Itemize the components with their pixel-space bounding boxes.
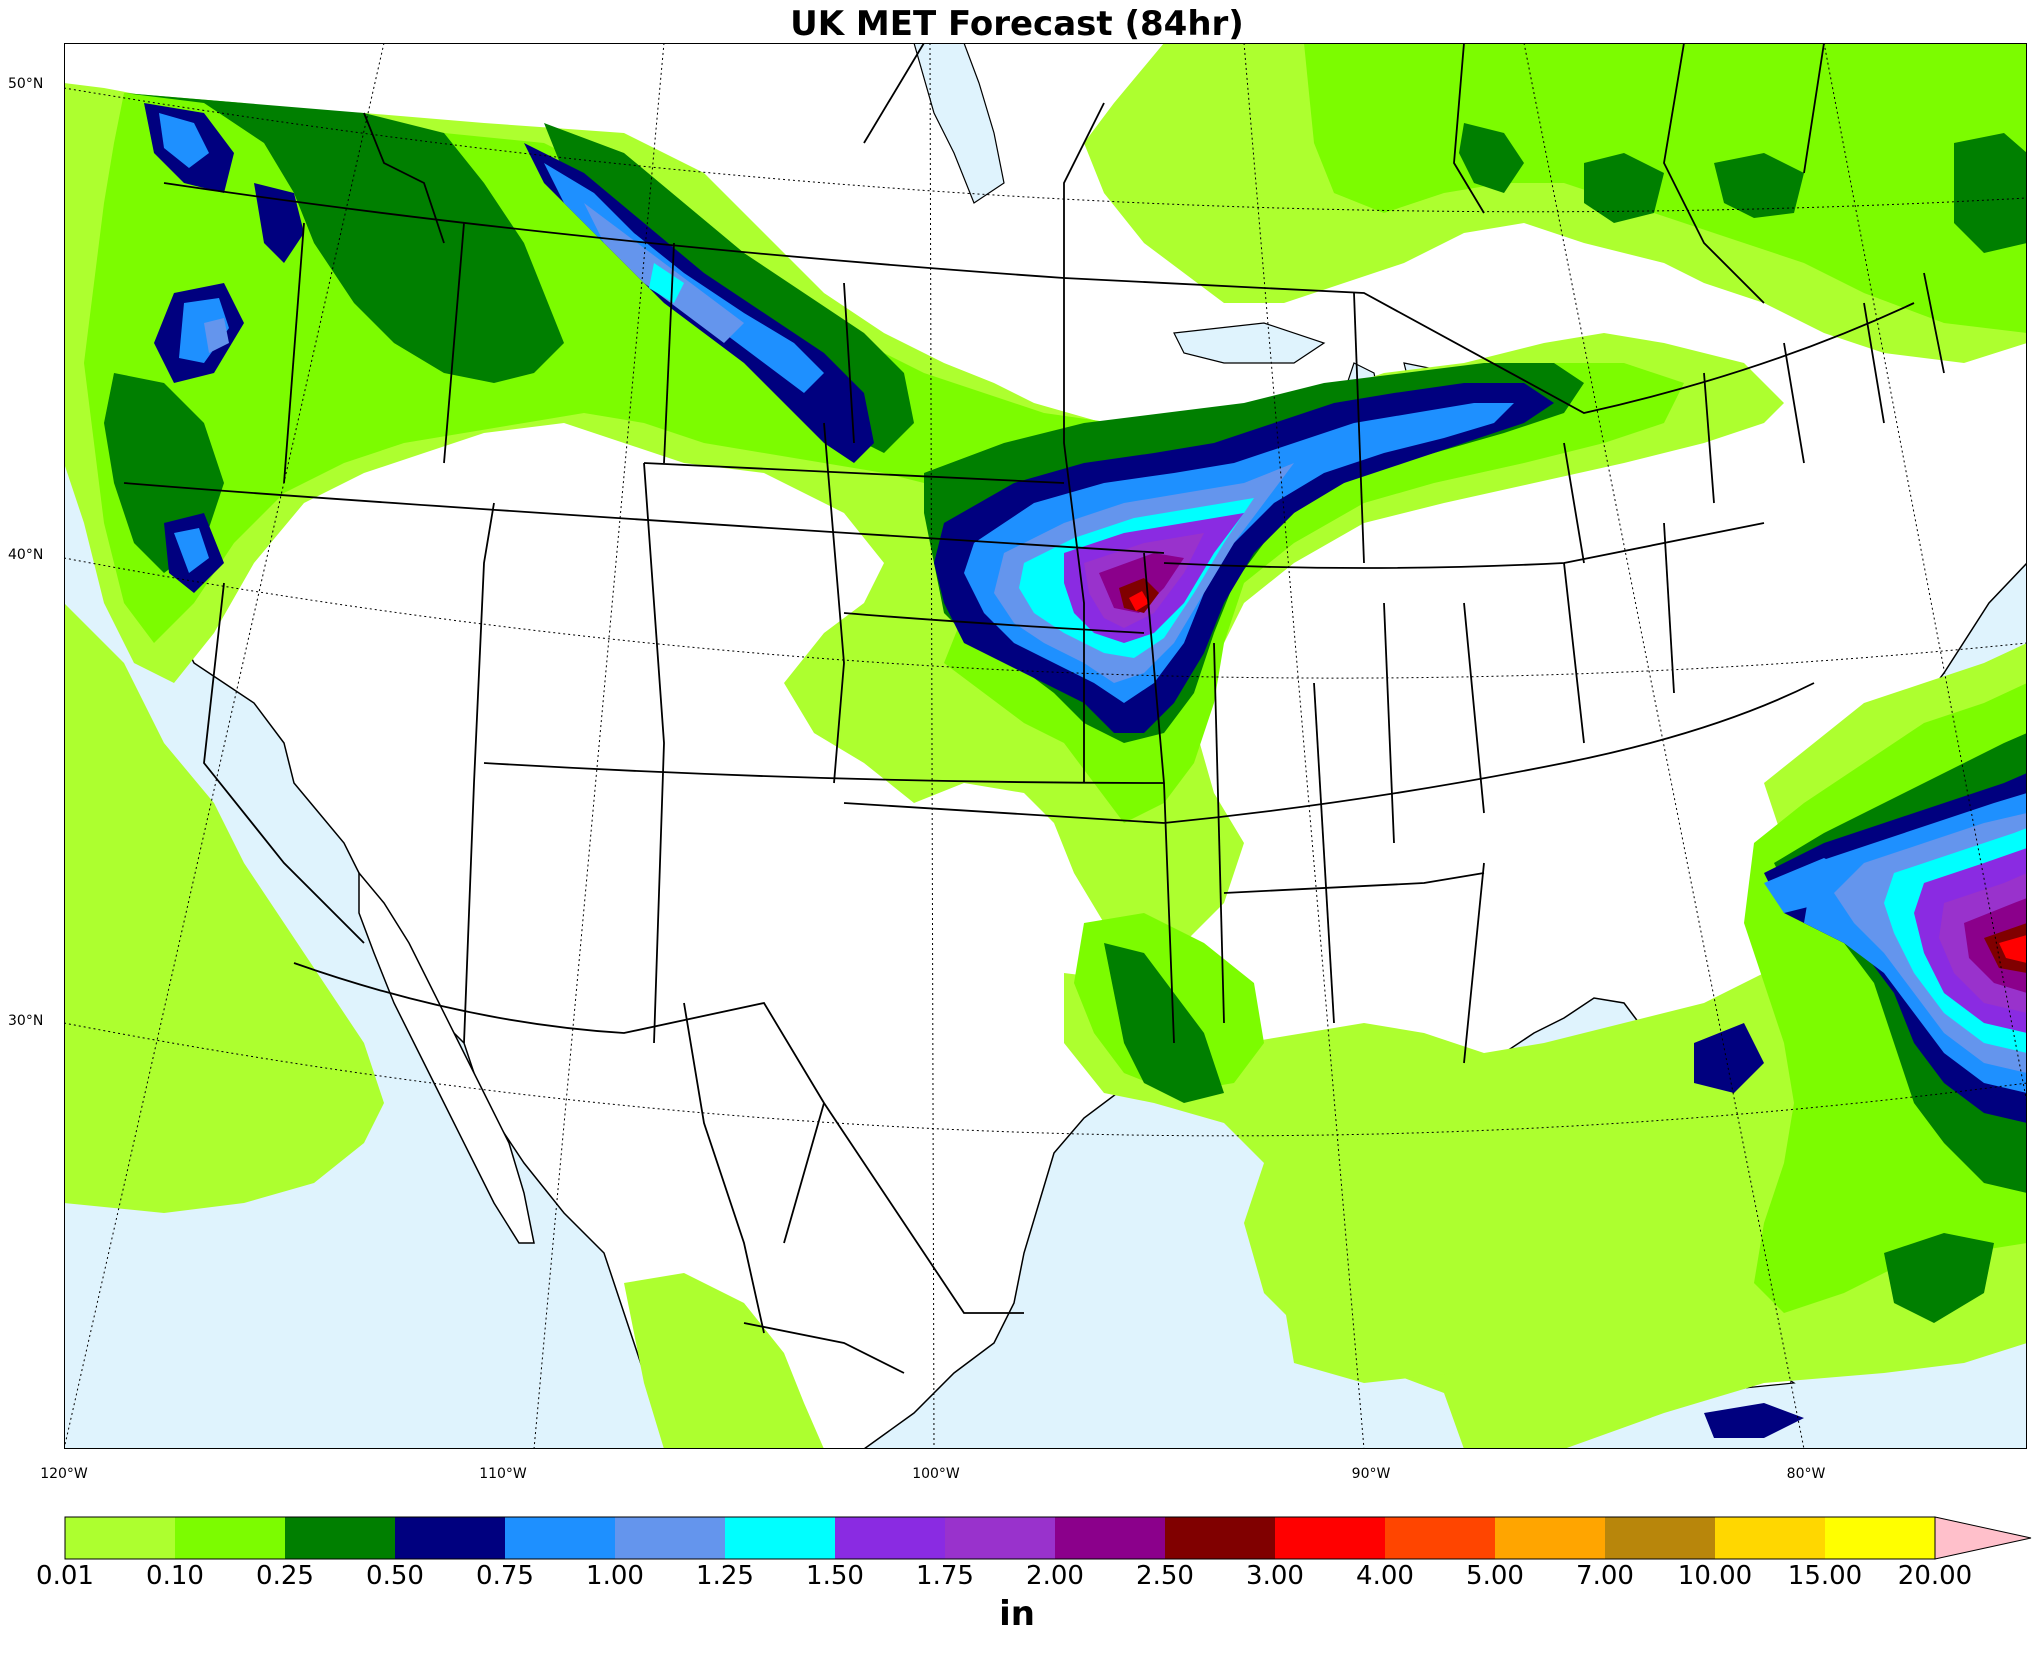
colorbar-tick-label: 1.50 (806, 1561, 864, 1591)
colorbar-extend-arrow (1934, 1516, 2032, 1560)
colorbar-tick-label: 10.00 (1677, 1561, 1753, 1591)
colorbar-tick-label: 15.00 (1787, 1561, 1863, 1591)
colorbar-tick-label: 0.01 (36, 1561, 94, 1591)
colorbar-swatch (1165, 1517, 1275, 1559)
colorbar-tick-label: 5.00 (1466, 1561, 1524, 1591)
graticule (64, 43, 2027, 1449)
lon-label-120w: 120°W (40, 1466, 88, 1482)
colorbar-tick-label: 7.00 (1576, 1561, 1634, 1591)
colorbar-tick-label: 2.50 (1136, 1561, 1194, 1591)
colorbar-tick-label: 1.75 (916, 1561, 974, 1591)
lat-label-40n: 40°N (8, 547, 44, 563)
precipitation-map (64, 43, 2027, 1449)
colorbar-swatch (175, 1517, 285, 1559)
colorbar-tick-label: 0.25 (256, 1561, 314, 1591)
colorbar (64, 1516, 2032, 1560)
colorbar-swatch (285, 1517, 395, 1559)
lat-label-50n: 50°N (8, 76, 44, 92)
lon-label-80w: 80°W (1786, 1466, 1826, 1482)
hudson-bay (913, 43, 1005, 204)
colorbar-swatch (1055, 1517, 1165, 1559)
lon-label-100w: 100°W (912, 1466, 960, 1482)
colorbar-tick-label: 0.75 (476, 1561, 534, 1591)
colorbar-tick-label: 0.50 (366, 1561, 424, 1591)
colorbar-swatch (1275, 1517, 1385, 1559)
colorbar-tick-label: 2.00 (1026, 1561, 1084, 1591)
colorbar-swatch (1495, 1517, 1605, 1559)
lon-label-90w: 90°W (1351, 1466, 1391, 1482)
colorbar-swatch (395, 1517, 505, 1559)
precip-3-00 (1129, 591, 2027, 963)
lon-label-110w: 110°W (479, 1466, 527, 1482)
map-title: UK MET Forecast (84hr) (790, 4, 1244, 44)
colorbar-tick-label: 1.00 (586, 1561, 644, 1591)
colorbar-swatch (725, 1517, 835, 1559)
political-borders (123, 43, 1945, 1374)
colorbar-tick-label: 20.00 (1897, 1561, 1973, 1591)
baja-peninsula (358, 870, 535, 1244)
colorbar-swatch (1715, 1517, 1825, 1559)
colorbar-swatch (505, 1517, 615, 1559)
colorbar-tick-label: 1.25 (696, 1561, 754, 1591)
colorbar-swatch (835, 1517, 945, 1559)
colorbar-swatch (1605, 1517, 1715, 1559)
colorbar-tick-label: 0.10 (146, 1561, 204, 1591)
colorbar-swatch (1825, 1517, 1935, 1559)
colorbar-unit-label: in (999, 1594, 1035, 1634)
colorbar-tick-label: 4.00 (1356, 1561, 1414, 1591)
lat-label-30n: 30°N (8, 1013, 44, 1029)
colorbar-swatch (65, 1517, 175, 1559)
colorbar-swatch (945, 1517, 1055, 1559)
colorbar-swatch (1385, 1517, 1495, 1559)
colorbar-swatch (615, 1517, 725, 1559)
colorbar-tick-label: 3.00 (1246, 1561, 1304, 1591)
